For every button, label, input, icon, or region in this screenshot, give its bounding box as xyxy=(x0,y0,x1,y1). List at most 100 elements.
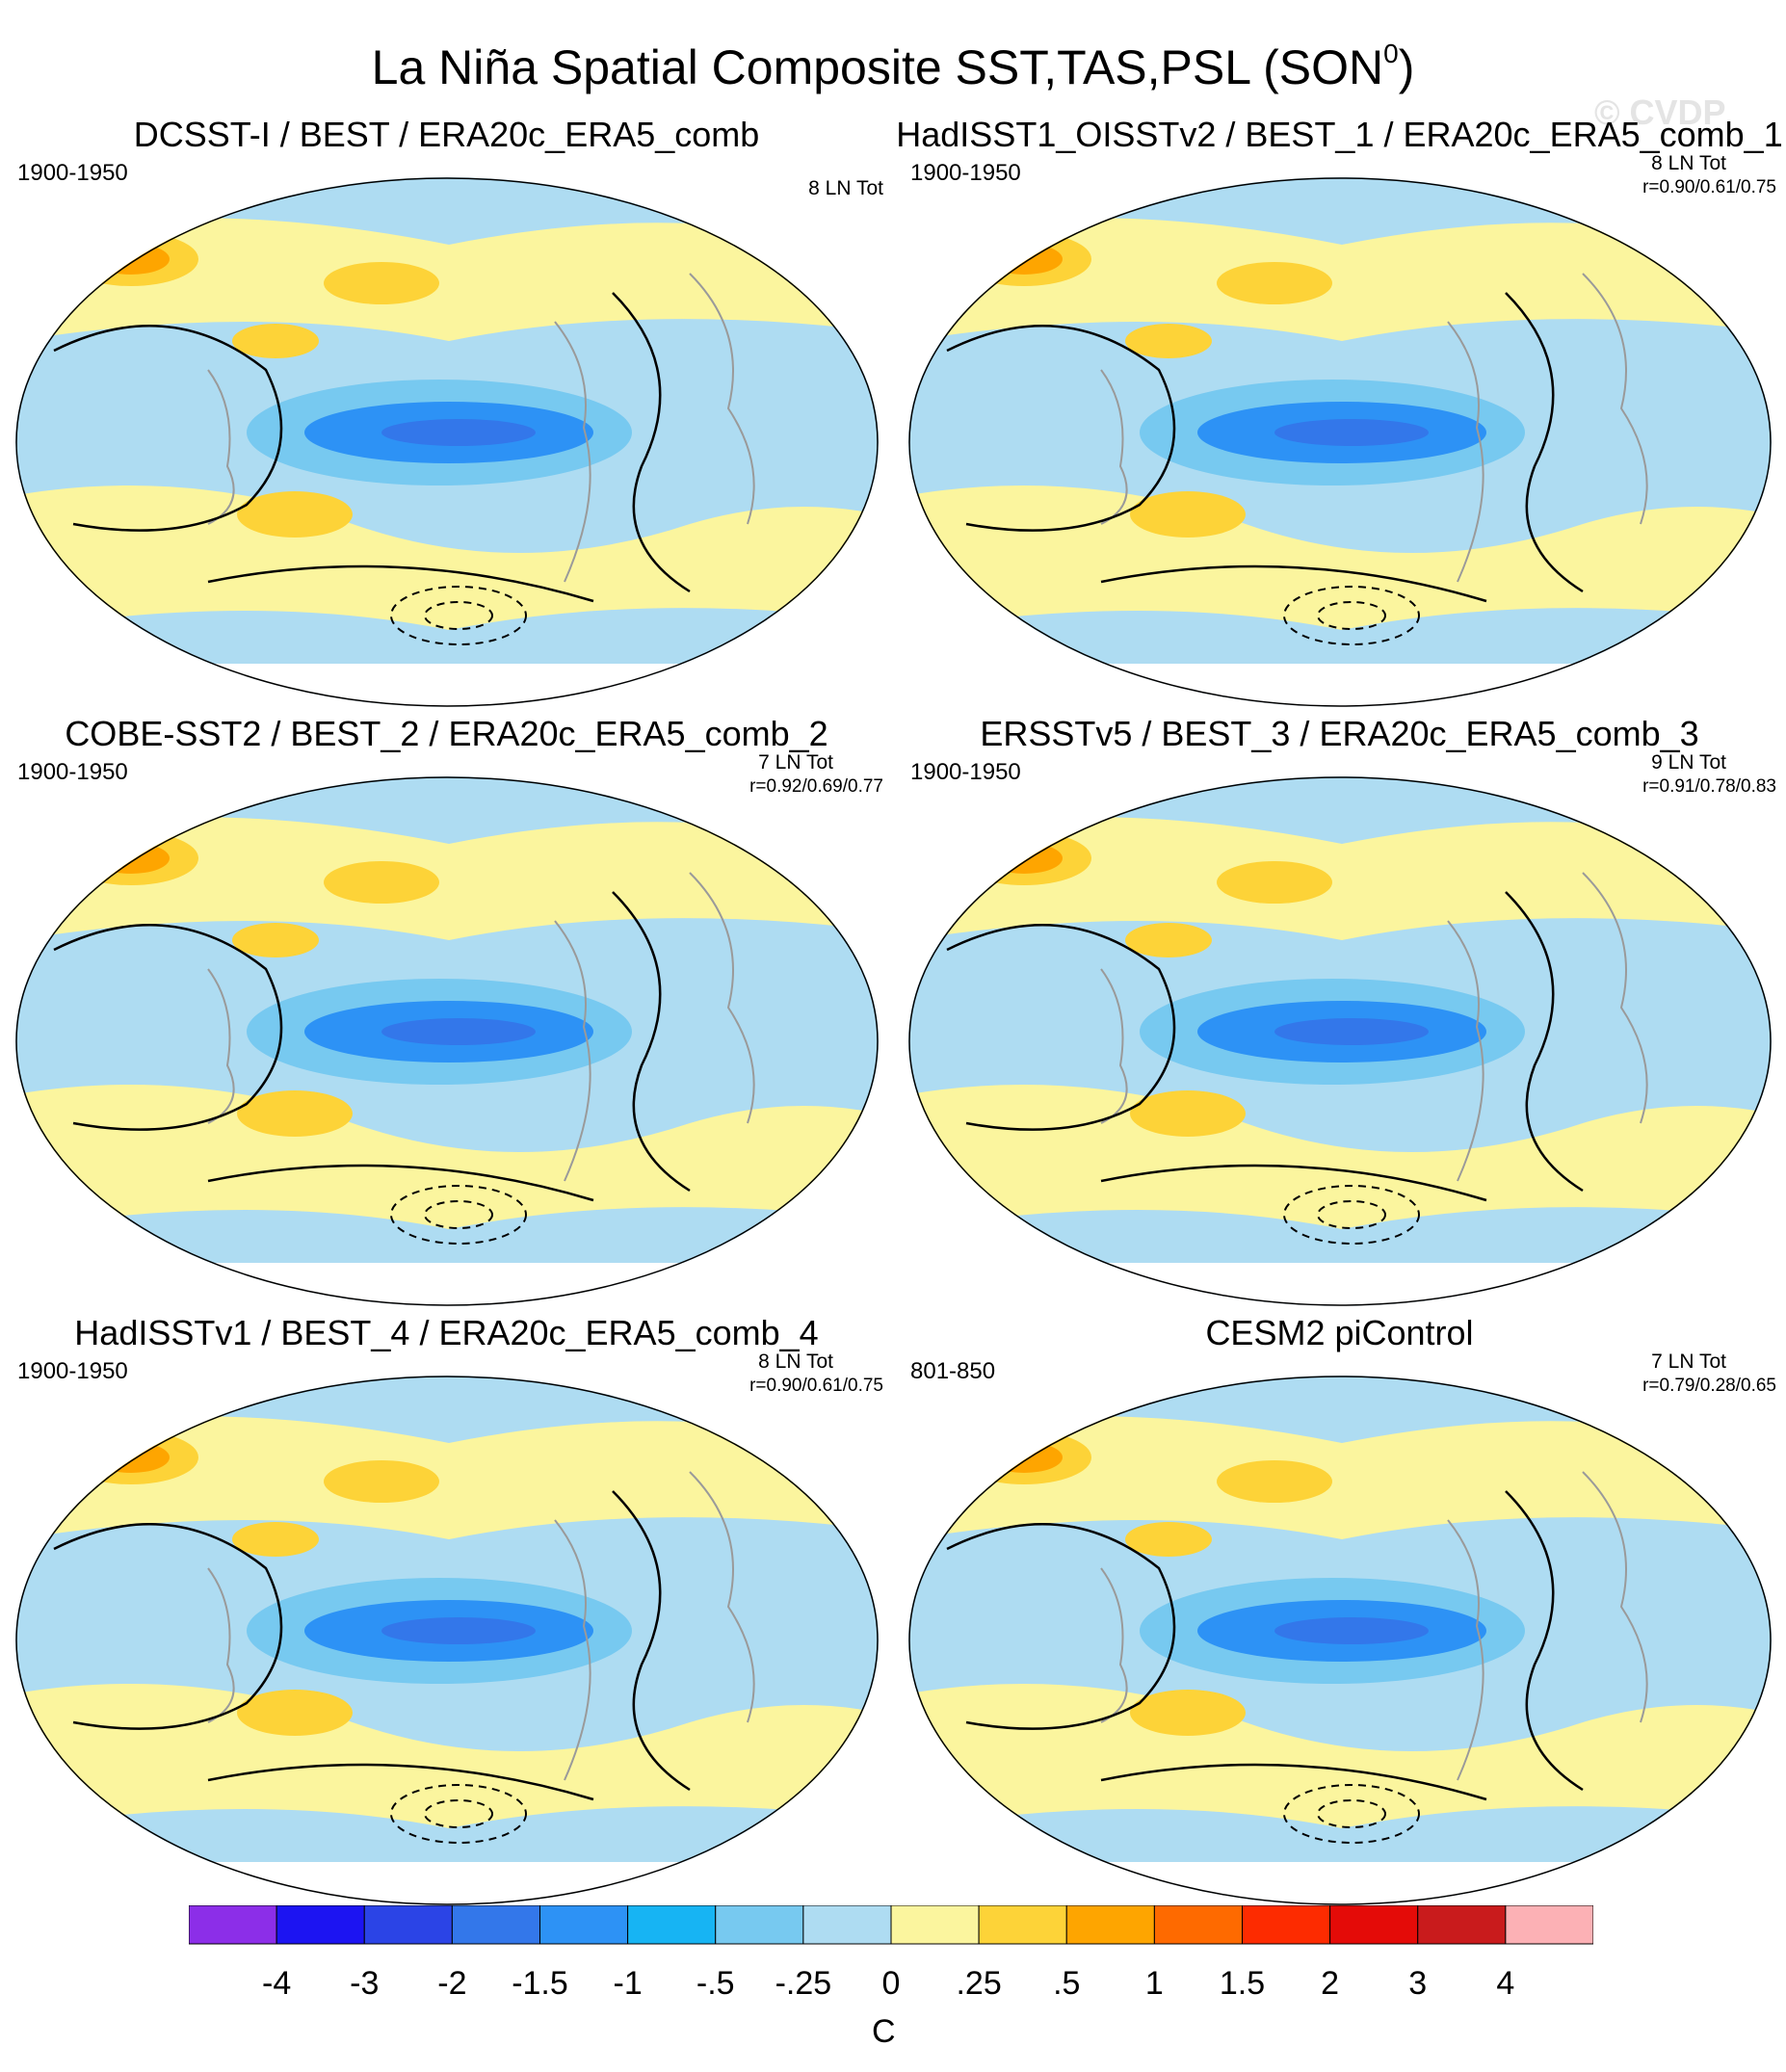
pattern-correlation: r=0.79/0.28/0.65 xyxy=(1642,1376,1776,1396)
colorbar-swatch xyxy=(1505,1905,1593,1945)
event-count: 8 LN Tot xyxy=(808,177,883,199)
map-border xyxy=(908,776,1772,1306)
warm-band-south xyxy=(15,1085,879,1229)
colorbar-swatch xyxy=(189,1905,277,1945)
event-count: 8 LN Tot xyxy=(758,1351,833,1373)
warm-anomaly-core xyxy=(92,843,170,874)
cold-tongue-center xyxy=(1274,1617,1429,1644)
map-panel-5: HadISSTv1 / BEST_4 / ERA20c_ERA5_comb_4 … xyxy=(0,1312,893,1909)
robinson-map xyxy=(908,1376,1772,1905)
warm-anomaly xyxy=(1217,861,1332,904)
warm-anomaly-core xyxy=(985,1442,1063,1473)
warm-anomaly xyxy=(64,1430,198,1484)
colorbar-swatch xyxy=(1417,1905,1507,1945)
colorbar-swatch xyxy=(1065,1905,1155,1945)
warm-band-south xyxy=(908,1085,1772,1229)
map-panel-2: HadISST1_OISSTv2 / BEST_1 / ERA20c_ERA5_… xyxy=(893,114,1786,711)
cold-tongue-center xyxy=(381,419,536,446)
antarctica xyxy=(15,1263,879,1306)
pattern-correlation: r=0.90/0.61/0.75 xyxy=(749,1376,883,1396)
colorbar-swatch xyxy=(451,1905,540,1945)
colorbar-tick-label: 3 xyxy=(1408,1965,1428,2002)
colorbar-swatch xyxy=(978,1905,1067,1945)
robinson-map xyxy=(908,177,1772,707)
colorbar-tick-label: -4 xyxy=(262,1965,292,2002)
cold-tongue-center xyxy=(1274,419,1429,446)
warm-anomaly-core xyxy=(92,244,170,275)
warm-anomaly xyxy=(237,1090,353,1137)
event-count: 9 LN Tot xyxy=(1651,751,1726,774)
robinson-map xyxy=(15,1376,879,1905)
pattern-correlation: r=0.92/0.69/0.77 xyxy=(749,776,883,797)
colorbar-swatch xyxy=(1329,1905,1419,1945)
colorbar-tick-label: 4 xyxy=(1496,1965,1515,2002)
colorbar-tick-label: .25 xyxy=(956,1965,1002,2002)
colorbar-tick-label: -.5 xyxy=(696,1965,735,2002)
warm-anomaly xyxy=(1125,1522,1212,1557)
warm-anomaly xyxy=(232,1522,319,1557)
warm-anomaly xyxy=(1130,1090,1246,1137)
pattern-correlation: r=0.91/0.78/0.83 xyxy=(1642,776,1776,797)
colorbar-tick-label: -1.5 xyxy=(512,1965,568,2002)
colorbar-swatch xyxy=(715,1905,804,1945)
map-panel-6: CESM2 piControl 801-850 7 LN Tot r=0.79/… xyxy=(893,1312,1786,1909)
period-label: 1900-1950 xyxy=(17,160,128,186)
map-border xyxy=(15,177,879,707)
map-border xyxy=(15,776,879,1306)
warm-anomaly xyxy=(237,1690,353,1736)
antarctica xyxy=(15,664,879,707)
colorbar-tick-label: 0 xyxy=(881,1965,901,2002)
colorbar-swatch xyxy=(276,1905,365,1945)
colorbar-tick-label: -2 xyxy=(437,1965,467,2002)
warm-band-north xyxy=(15,1416,879,1539)
colorbar-tick-label: 2 xyxy=(1321,1965,1340,2002)
colorbar-tick-label: -1 xyxy=(613,1965,643,2002)
panel-title: HadISST1_OISSTv2 / BEST_1 / ERA20c_ERA5_… xyxy=(896,115,1783,154)
antarctica xyxy=(908,1263,1772,1306)
warm-anomaly xyxy=(957,232,1091,286)
event-count: 7 LN Tot xyxy=(758,751,833,774)
colorbar-tick-label: 1 xyxy=(1144,1965,1164,2002)
period-label: 801-850 xyxy=(910,1358,996,1384)
map-panel-4: ERSSTv5 / BEST_3 / ERA20c_ERA5_comb_3 19… xyxy=(893,713,1786,1310)
warm-band-north xyxy=(908,817,1772,940)
cold-tongue-center xyxy=(381,1617,536,1644)
map-border xyxy=(15,1376,879,1905)
colorbar-swatch xyxy=(802,1905,892,1945)
warm-anomaly xyxy=(64,232,198,286)
warm-anomaly xyxy=(957,831,1091,885)
colorbar xyxy=(189,1905,1593,1945)
colorbar-swatch xyxy=(539,1905,629,1945)
warm-band-north xyxy=(908,218,1772,341)
map-border xyxy=(908,1376,1772,1905)
watermark: © CVDP xyxy=(1594,92,1726,132)
map-border xyxy=(908,177,1772,707)
colorbar-tick-label: -3 xyxy=(350,1965,380,2002)
colorbar-swatch xyxy=(363,1905,453,1945)
warm-anomaly xyxy=(1217,262,1332,304)
warm-anomaly xyxy=(324,1460,439,1503)
period-label: 1900-1950 xyxy=(910,160,1021,186)
robinson-map xyxy=(15,776,879,1306)
cold-tongue-center xyxy=(1274,1018,1429,1045)
warm-anomaly-core xyxy=(985,843,1063,874)
event-count: 8 LN Tot xyxy=(1651,152,1726,174)
title-superscript: 0 xyxy=(1383,39,1399,68)
period-label: 1900-1950 xyxy=(17,759,128,785)
warm-anomaly xyxy=(324,861,439,904)
warm-anomaly-core xyxy=(92,1442,170,1473)
cold-tongue-center xyxy=(381,1018,536,1045)
warm-anomaly-core xyxy=(985,244,1063,275)
warm-anomaly xyxy=(324,262,439,304)
panel-title: DCSST-I / BEST / ERA20c_ERA5_comb xyxy=(133,115,760,154)
pattern-correlation: r=0.90/0.61/0.75 xyxy=(1642,177,1776,197)
warm-anomaly xyxy=(1125,923,1212,957)
colorbar-swatch xyxy=(890,1905,980,1945)
warm-band-north xyxy=(15,218,879,341)
antarctica xyxy=(908,1862,1772,1905)
panel-title: HadISSTv1 / BEST_4 / ERA20c_ERA5_comb_4 xyxy=(74,1313,819,1352)
colorbar-tick-label: .5 xyxy=(1053,1965,1081,2002)
event-count: 7 LN Tot xyxy=(1651,1351,1726,1373)
panel-title: ERSSTv5 / BEST_3 / ERA20c_ERA5_comb_3 xyxy=(980,714,1699,753)
colorbar-unit: C xyxy=(872,2013,896,2050)
